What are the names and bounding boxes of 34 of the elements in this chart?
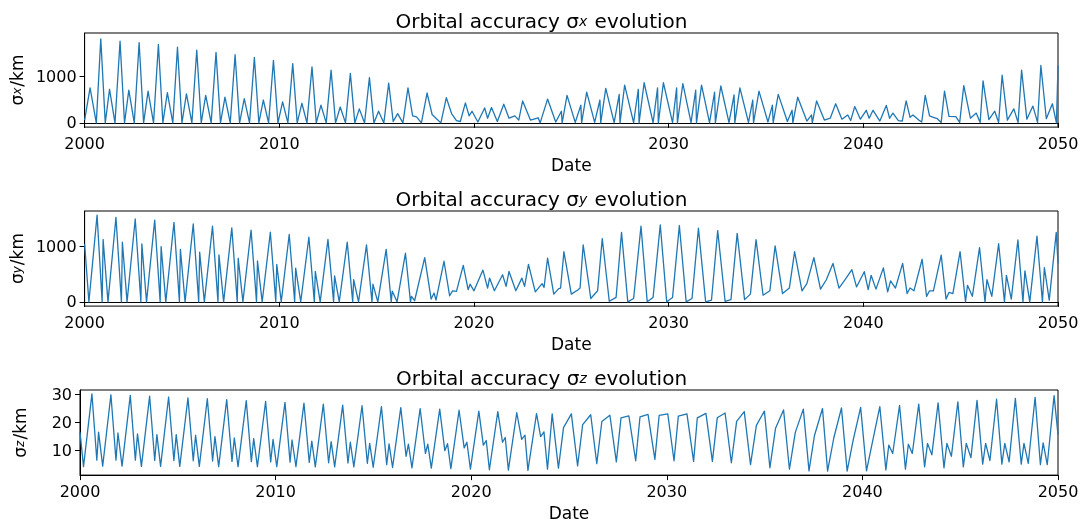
- y-tick-label: 1000: [35, 237, 77, 257]
- x-axis-title: Date: [548, 502, 590, 523]
- x-tick-label: 2010: [255, 481, 296, 501]
- y-axis-title: σx/km: [6, 54, 27, 106]
- x-tick-label: 2000: [64, 312, 105, 332]
- line-series: [79, 393, 1059, 472]
- chart-title: Orbital accuracy σx evolution: [395, 9, 688, 33]
- y-tick-label: 10: [51, 441, 72, 461]
- chart-title: Orbital accuracy σy evolution: [395, 187, 688, 211]
- x-tick-label: 2030: [648, 312, 690, 332]
- x-tick-label: 2000: [64, 133, 105, 153]
- x-tick-label: 2000: [59, 481, 101, 501]
- x-axis-title: Date: [550, 333, 592, 354]
- y-tick-label: 1000: [35, 66, 77, 86]
- y-tick-label: 30: [51, 384, 72, 404]
- x-tick-label: 2010: [258, 312, 300, 332]
- x-tick-label: 2020: [450, 481, 492, 501]
- x-tick-label: 2050: [1037, 312, 1079, 332]
- x-tick-label: 2030: [646, 481, 688, 501]
- x-axis-title: Date: [550, 154, 592, 175]
- y-tick-label: 20: [51, 413, 72, 433]
- x-tick-label: 2050: [1037, 133, 1079, 153]
- x-tick-label: 2030: [648, 133, 690, 153]
- x-tick-label: 2010: [258, 133, 300, 153]
- x-tick-label: 2020: [453, 312, 495, 332]
- x-tick-label: 2050: [1037, 481, 1079, 501]
- y-tick-label: 0: [66, 292, 77, 312]
- x-tick-label: 2040: [842, 133, 884, 153]
- y-tick-label: 0: [66, 113, 77, 133]
- x-tick-label: 2040: [842, 312, 884, 332]
- y-axis-title: σy/km: [6, 233, 27, 285]
- x-tick-label: 2040: [842, 481, 883, 501]
- chart-title: Orbital accuracy σz evolution: [395, 366, 688, 390]
- x-tick-label: 2020: [453, 133, 495, 153]
